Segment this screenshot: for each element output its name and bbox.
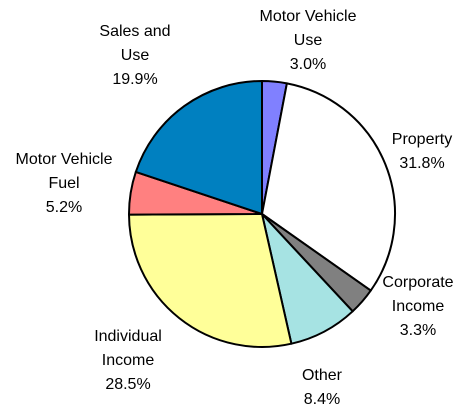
- slice-label: Other 8.4%: [282, 364, 362, 411]
- category-label: Motor Vehicle Fuel: [15, 151, 113, 192]
- pie-slice: [128, 213, 293, 348]
- slice-label: Sales and Use 19.9%: [90, 20, 180, 92]
- value-label: 8.4%: [303, 391, 341, 408]
- category-label: Sales and Use: [99, 23, 171, 64]
- slice-label: Motor Vehicle Use 3.0%: [253, 5, 363, 77]
- category-label: Property: [391, 131, 453, 148]
- category-label: Individual Income: [94, 328, 162, 369]
- value-label: 3.3%: [399, 322, 437, 339]
- category-label: Corporate Income: [382, 274, 454, 315]
- slice-label: Corporate Income 3.3%: [378, 271, 458, 343]
- value-label: 28.5%: [105, 376, 151, 393]
- value-label: 31.8%: [399, 155, 445, 172]
- pie-slice: [261, 82, 396, 292]
- value-label: 5.2%: [45, 199, 83, 216]
- value-label: 19.9%: [112, 71, 158, 88]
- slice-label: Motor Vehicle Fuel 5.2%: [9, 148, 119, 220]
- pie-slice: [134, 80, 263, 215]
- slice-label: Individual Income 28.5%: [83, 325, 173, 397]
- category-label: Motor Vehicle Use: [259, 8, 357, 49]
- category-label: Other: [301, 367, 342, 384]
- slice-label: Property 31.8%: [377, 128, 467, 176]
- value-label: 3.0%: [289, 56, 327, 73]
